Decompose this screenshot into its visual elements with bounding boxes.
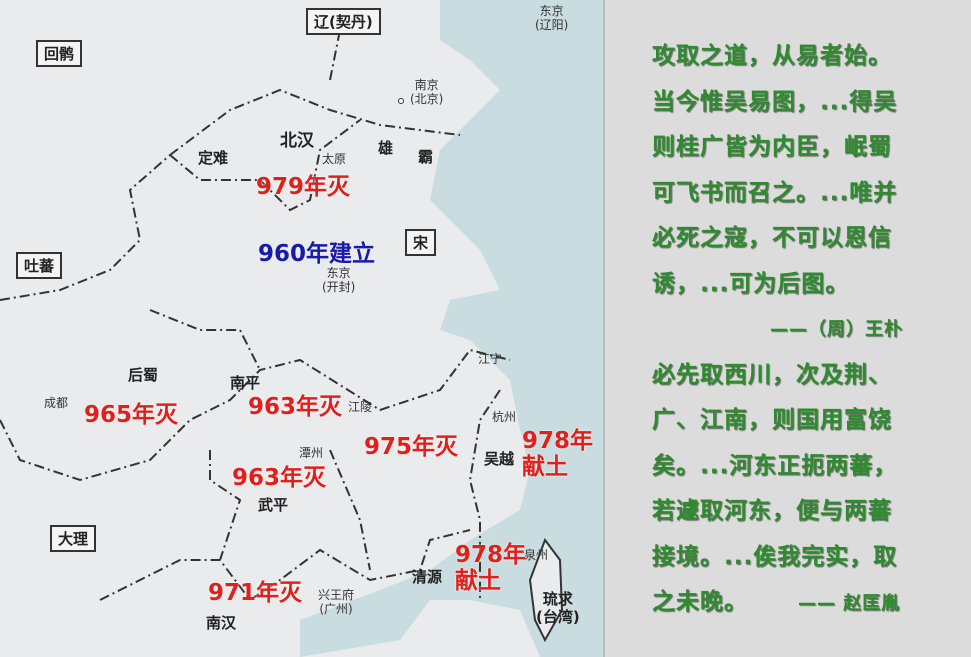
city-subname: (开封) <box>322 280 356 294</box>
label-liao: 辽(契丹) <box>306 8 381 35</box>
city-name: 琉求 <box>542 590 573 608</box>
region-qingyuan: 清源 <box>412 568 443 586</box>
annotation-wuping: 963年灭 <box>232 465 327 491</box>
annotation-line: 978年 <box>455 542 527 568</box>
map-shapes <box>0 0 603 657</box>
quote-text: 之未晚。 <box>652 589 748 615</box>
quote-line: 可飞书而召之。...唯并 <box>652 179 898 206</box>
quote-line: 接境。...俟我完实，取 <box>652 543 898 570</box>
city-marker <box>398 98 404 104</box>
city-xingwangfu: 兴王府 (广州) <box>318 588 354 616</box>
quote-author-wang-pu: ——（周）王朴 <box>770 319 903 340</box>
sea <box>300 0 603 657</box>
annotation-nanping: 963年灭 <box>248 394 343 420</box>
city-quanzhou: 泉州 <box>524 548 549 562</box>
city-name: 东京 <box>326 266 351 280</box>
city-dongjing-liaoyang: 东京 (辽阳) <box>535 4 568 32</box>
annotation-beihan: 979年灭 <box>256 174 351 200</box>
annotation-line: 献土 <box>522 454 568 480</box>
quote-line: 矣。...河东正扼两蕃， <box>652 452 898 479</box>
annotation-houshu: 965年灭 <box>84 402 179 428</box>
region-ba: 霸 <box>418 148 434 166</box>
city-hangzhou: 杭州 <box>492 410 517 424</box>
region-houshu: 后蜀 <box>128 366 159 384</box>
label-song: 宋 <box>405 229 437 256</box>
annotation-line: 978年 <box>522 428 594 454</box>
annotation-song-founded: 960年建立 <box>258 241 376 267</box>
quote-line: 当今惟吴易图，...得吴 <box>652 88 898 115</box>
region-beihan: 北汉 <box>280 131 314 151</box>
city-name: 兴王府 <box>318 588 355 602</box>
label-dali: 大理 <box>50 525 97 552</box>
region-nanhan: 南汉 <box>206 614 237 632</box>
quote-line: 必先取西川，次及荆、 <box>652 361 892 388</box>
label-tubo: 吐蕃 <box>16 252 63 279</box>
annotation-qingyuan: 978年 献土 <box>455 542 526 594</box>
borders <box>0 29 511 602</box>
annotation-line: 献土 <box>455 568 501 594</box>
annotation-nanhan: 971年灭 <box>208 580 303 606</box>
city-jiangning: 江宁 <box>478 352 503 366</box>
annotation-wuyue: 978年 献土 <box>522 428 593 480</box>
quote-line: 若遽取河东，便与两蕃 <box>652 498 892 524</box>
city-name: 东京 <box>539 4 564 18</box>
city-jiangling: 江陵 <box>348 400 373 414</box>
quote-panel: 攻取之道，从易者始。 当今惟吴易图，...得吴 则桂广皆为内臣，岷蜀 可飞书而召… <box>652 34 952 626</box>
city-taiyuan: 太原 <box>322 152 347 166</box>
taiwan <box>528 537 564 643</box>
song-unification-map: 回鹘 辽(契丹) 吐蕃 宋 大理 东京 (辽阳) 南京 (北京) 北汉 定难 雄 霸… <box>0 0 605 657</box>
city-dongjing-kaifeng: 东京 (开封) <box>322 266 355 294</box>
quote-line: 则桂广皆为内臣，岷蜀 <box>652 134 892 160</box>
quote-author-zhao-kuangyin: —— 赵匡胤 <box>798 593 901 614</box>
city-subname: (广州) <box>319 602 353 616</box>
city-nanjing: 南京 (北京) <box>410 78 443 106</box>
region-wuping: 武平 <box>258 496 289 514</box>
city-subname: (台湾) <box>536 608 580 626</box>
region-xiong: 雄 <box>378 139 394 157</box>
quote-line: 诱，...可为后图。 <box>652 270 850 297</box>
quote-line-last: 之未晚。 —— 赵匡胤 <box>652 580 952 626</box>
city-subname: (辽阳) <box>535 18 569 32</box>
quote-line: 广、江南，则国用富饶 <box>652 407 892 433</box>
city-name: 南京 <box>414 78 439 92</box>
city-tanzhou: 潭州 <box>299 446 324 460</box>
label-huihu: 回鹘 <box>36 40 83 67</box>
region-liuqiu: 琉求 (台湾) <box>536 590 580 626</box>
city-chengdu: 成都 <box>44 396 69 410</box>
quote-line: 必死之寇，不可以恩信 <box>652 225 892 251</box>
annotation-nantang: 975年灭 <box>364 434 459 460</box>
region-nanping: 南平 <box>230 374 261 392</box>
region-dingnan: 定难 <box>198 149 229 167</box>
city-subname: (北京) <box>410 92 444 106</box>
region-wuyue: 吴越 <box>484 450 515 468</box>
quote-line: 攻取之道，从易者始。 <box>652 43 892 69</box>
